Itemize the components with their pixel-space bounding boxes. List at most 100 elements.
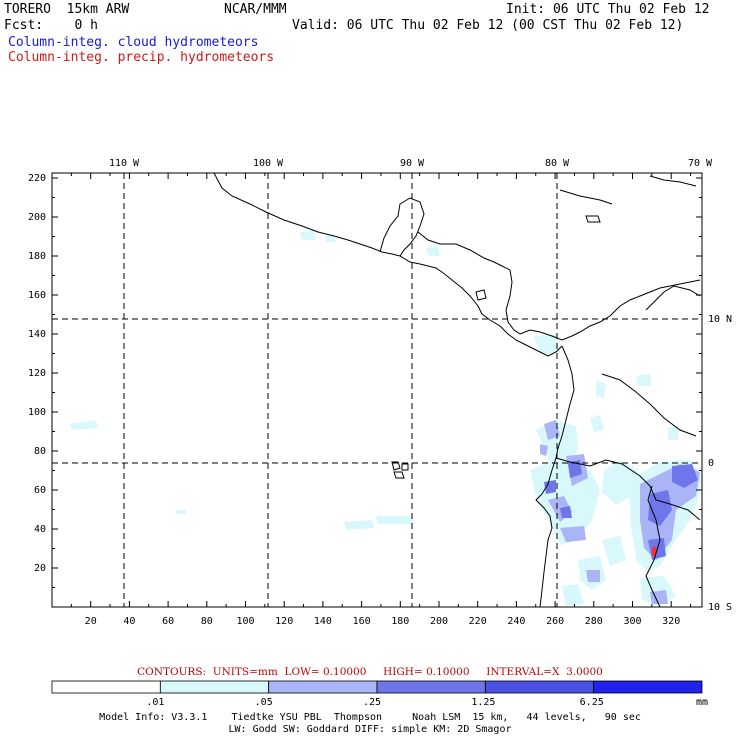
island-galapagos-2 (401, 463, 409, 471)
y-tick-label: 40 (34, 524, 46, 535)
coastline-centralamerica-caribbean (417, 231, 511, 271)
colorbar-segment (484, 680, 595, 694)
center-name: NCAR/MMM (224, 2, 287, 17)
lon-label: 90 W (400, 158, 425, 169)
cloud-shade (376, 516, 414, 524)
x-tick-label: 140 (314, 616, 332, 627)
border-colombia-brazil (601, 373, 697, 437)
field-precip-label: Column-integ. precip. hydrometeors (8, 50, 275, 65)
init-time: Init: 06 UTC Thu 02 Feb 12 (506, 2, 710, 17)
coastline-venezuela (645, 285, 701, 311)
x-tick-label: 180 (391, 616, 409, 627)
lon-label: 80 W (545, 158, 570, 169)
precip-shade (648, 490, 672, 526)
precip-shade (560, 506, 572, 518)
precip-shade (652, 546, 656, 556)
valid-time: Valid: 06 UTC Thu 02 Feb 12 (00 CST Thu … (292, 18, 684, 33)
lon-label: 100 W (253, 158, 284, 169)
y-tick-label: 200 (28, 212, 46, 223)
x-tick-label: 40 (123, 616, 135, 627)
cloud-shade (562, 584, 584, 606)
coastlines (213, 172, 701, 608)
cloud-shade (602, 536, 626, 566)
hydrometeor-shading (70, 230, 702, 606)
lat-label: 10 S (708, 602, 732, 613)
colorbar-segment (376, 680, 486, 694)
x-tick-label: 80 (201, 616, 213, 627)
y-grid-ticks: 20 40 60 80 100 120 140 160 180 200 220 (28, 173, 702, 588)
island-cocos (475, 289, 487, 301)
lon-label: 110 W (109, 158, 140, 169)
y-tick-label: 60 (34, 485, 46, 496)
colorbar-label: 1.25 (471, 697, 496, 708)
x-tick-label: 220 (469, 616, 487, 627)
x-tick-label: 260 (546, 616, 564, 627)
colorbar-segment (268, 680, 378, 694)
y-tick-label: 140 (28, 329, 46, 340)
island-jamaica (585, 215, 601, 223)
x-tick-label: 300 (623, 616, 641, 627)
colorbar-label: 6.25 (579, 697, 604, 708)
longitude-labels: 110 W 100 W 90 W 80 W 70 W (109, 158, 713, 169)
forecast-hour: Fcst: 0 h (4, 18, 98, 33)
lat-label: 10 N (708, 314, 732, 325)
lon-label: 70 W (688, 158, 713, 169)
colorbar-label: .05 (254, 697, 273, 708)
cloud-shade (534, 334, 560, 354)
coastline-mexico (213, 172, 443, 273)
precip-shade (650, 590, 668, 604)
colorbar-segment (159, 680, 270, 694)
y-tick-label: 180 (28, 251, 46, 262)
colorbar-unit: mm (696, 697, 709, 708)
y-tick-label: 100 (28, 407, 46, 418)
x-tick-label: 160 (353, 616, 371, 627)
precip-shade (568, 460, 582, 478)
field-cloud-label: Column-integ. cloud hydrometeors (8, 35, 259, 50)
cloud-shade (636, 374, 652, 386)
model-title: TORERO 15km ARW (4, 2, 130, 17)
cloud-shade (668, 426, 678, 440)
lat-label: 0 (708, 458, 714, 469)
x-tick-label: 280 (585, 616, 603, 627)
precip-shade (672, 464, 698, 488)
island-galapagos-1 (391, 461, 401, 471)
y-tick-label: 80 (34, 446, 46, 457)
coastline-colombia-caribbean (609, 279, 701, 317)
coastline-panama (519, 315, 611, 341)
y-tick-label: 220 (28, 173, 46, 184)
cloud-shade (176, 510, 186, 514)
island-galapagos-3 (393, 471, 405, 479)
latitude-labels: 10 N 0 10 S (708, 314, 732, 613)
cloud-shade (70, 420, 98, 430)
coastline-nicaragua (505, 269, 521, 335)
border-peru-brazil (645, 485, 661, 608)
colorbar (51, 680, 703, 694)
x-tick-label: 200 (430, 616, 448, 627)
x-tick-label: 240 (507, 616, 525, 627)
x-tick-label: 320 (662, 616, 680, 627)
colorbar-segment (51, 680, 161, 694)
precip-shade (586, 570, 600, 582)
cloud-shade (300, 230, 316, 240)
border-ecuador-peru (555, 457, 701, 521)
precip-shade (544, 480, 556, 494)
model-info-line1: Model Info: V3.3.1 Tiedtke YSU PBL Thomp… (99, 712, 641, 723)
x-tick-label: 20 (85, 616, 97, 627)
coastline-centralamerica-pacific (441, 271, 563, 357)
x-tick-label: 120 (275, 616, 293, 627)
model-info-line2: LW: Godd SW: Goddard DIFF: simple KM: 2D… (228, 724, 512, 735)
y-tick-label: 160 (28, 290, 46, 301)
x-tick-label: 100 (236, 616, 254, 627)
x-tick-label: 60 (162, 616, 174, 627)
cloud-shade (344, 520, 374, 530)
contour-info: CONTOURS: UNITS=mm LOW= 0.10000 HIGH= 0.… (137, 666, 603, 678)
x-grid-ticks: 20 40 60 80 100 120 140 160 180 200 220 240 260 280 30… (70, 173, 692, 627)
precip-shade (544, 420, 560, 440)
colorbar-label: .01 (146, 697, 165, 708)
coastline-yucatan (379, 197, 425, 257)
y-tick-label: 20 (34, 563, 46, 574)
precip-shade (560, 526, 586, 542)
precip-shade (540, 444, 548, 456)
cloud-shade (602, 460, 638, 505)
